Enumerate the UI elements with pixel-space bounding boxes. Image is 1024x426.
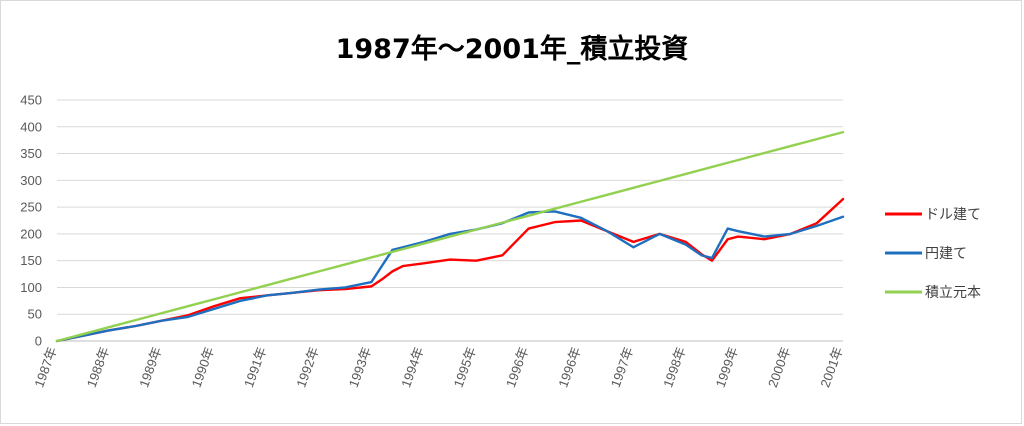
chart-title: 1987年～2001年_積立投資 [336, 33, 689, 65]
series-line-2 [55, 130, 845, 343]
y-tick-label: 200 [20, 226, 42, 241]
y-tick-label: 50 [28, 307, 42, 322]
x-tick-label: 1998年 [660, 345, 688, 390]
grid-lines [57, 99, 843, 342]
legend-label-1: 円建て [925, 246, 967, 262]
series-line-1 [55, 210, 845, 343]
x-tick-label: 1988年 [84, 345, 112, 390]
y-tick-label: 450 [20, 93, 42, 108]
y-tick-label: 300 [20, 173, 42, 188]
x-tick-label: 2000年 [765, 345, 793, 390]
x-tick-label: 1996年 [555, 345, 583, 390]
y-tick-label: 0 [35, 334, 42, 349]
x-tick-label: 1991年 [241, 345, 269, 390]
x-tick-label: 1994年 [398, 345, 426, 390]
y-tick-label: 250 [20, 200, 42, 215]
x-tick-label: 1999年 [713, 345, 741, 390]
series-lines [55, 130, 845, 343]
legend-label-0: ドル建て [925, 207, 981, 223]
x-tick-label: 2001年 [817, 345, 845, 390]
series-line-0 [55, 197, 845, 343]
x-tick-label: 1990年 [189, 345, 217, 390]
y-tick-label: 400 [20, 119, 42, 134]
x-tick-label: 1997年 [608, 345, 636, 390]
x-tick-label: 1993年 [346, 345, 374, 390]
x-tick-label: 1987年 [31, 345, 59, 390]
y-tick-label: 350 [20, 146, 42, 161]
legend-label-2: 積立元本 [925, 285, 981, 301]
x-tick-label: 1996年 [503, 345, 531, 390]
y-axis-ticks: 0 50 100 150 200 250 300 350 400 450 [20, 93, 42, 349]
y-tick-label: 100 [20, 280, 42, 295]
x-axis-ticks: 1987年 1988年 1989年 1990年 1991年 1992年 1993年 1994年… [31, 345, 845, 390]
x-tick-label: 1992年 [293, 345, 321, 390]
x-tick-label: 1995年 [451, 345, 479, 390]
x-tick-label: 1989年 [136, 345, 164, 390]
y-tick-label: 150 [20, 253, 42, 268]
